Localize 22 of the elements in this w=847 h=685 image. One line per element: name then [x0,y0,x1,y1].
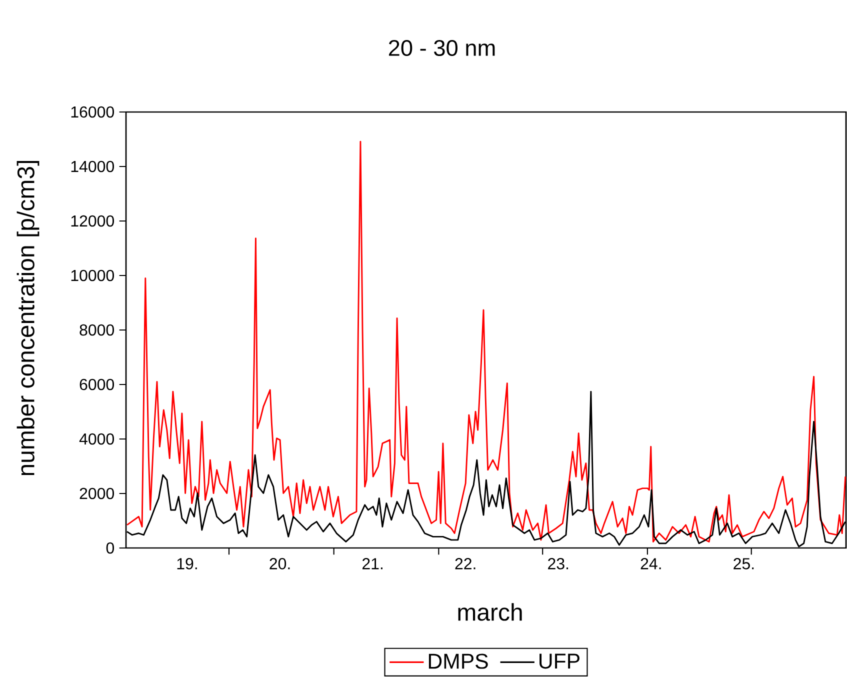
x-axis-title: march [458,603,522,621]
x-tick-label: 25. [734,558,754,570]
y-tick-label: 8000 [80,324,114,336]
y-tick-label: 0 [106,542,114,554]
chart-title: 20 - 30 nm [388,40,495,56]
line-series [126,140,846,542]
x-tick-label: 19. [177,558,197,570]
y-tick-label: 4000 [79,433,114,445]
x-tick-label: 21. [362,558,382,570]
x-tick-label: 22. [455,558,476,570]
y-tick-label: 10000 [71,270,114,282]
legend-label: UFP [540,654,580,669]
x-tick-label: 24. [640,558,661,570]
y-tick-label: 12000 [71,215,114,227]
y-tick-label: 14000 [71,160,114,172]
y-axis-title: number concentration [p/cm3] [16,161,40,476]
legend-label: DMPS [428,654,488,669]
y-tick-label: 6000 [80,378,114,390]
x-tick-label: 23. [548,558,568,570]
x-tick-label: 20. [270,558,290,570]
y-tick-label: 2000 [80,488,114,500]
y-tick-label: 16000 [71,106,114,118]
